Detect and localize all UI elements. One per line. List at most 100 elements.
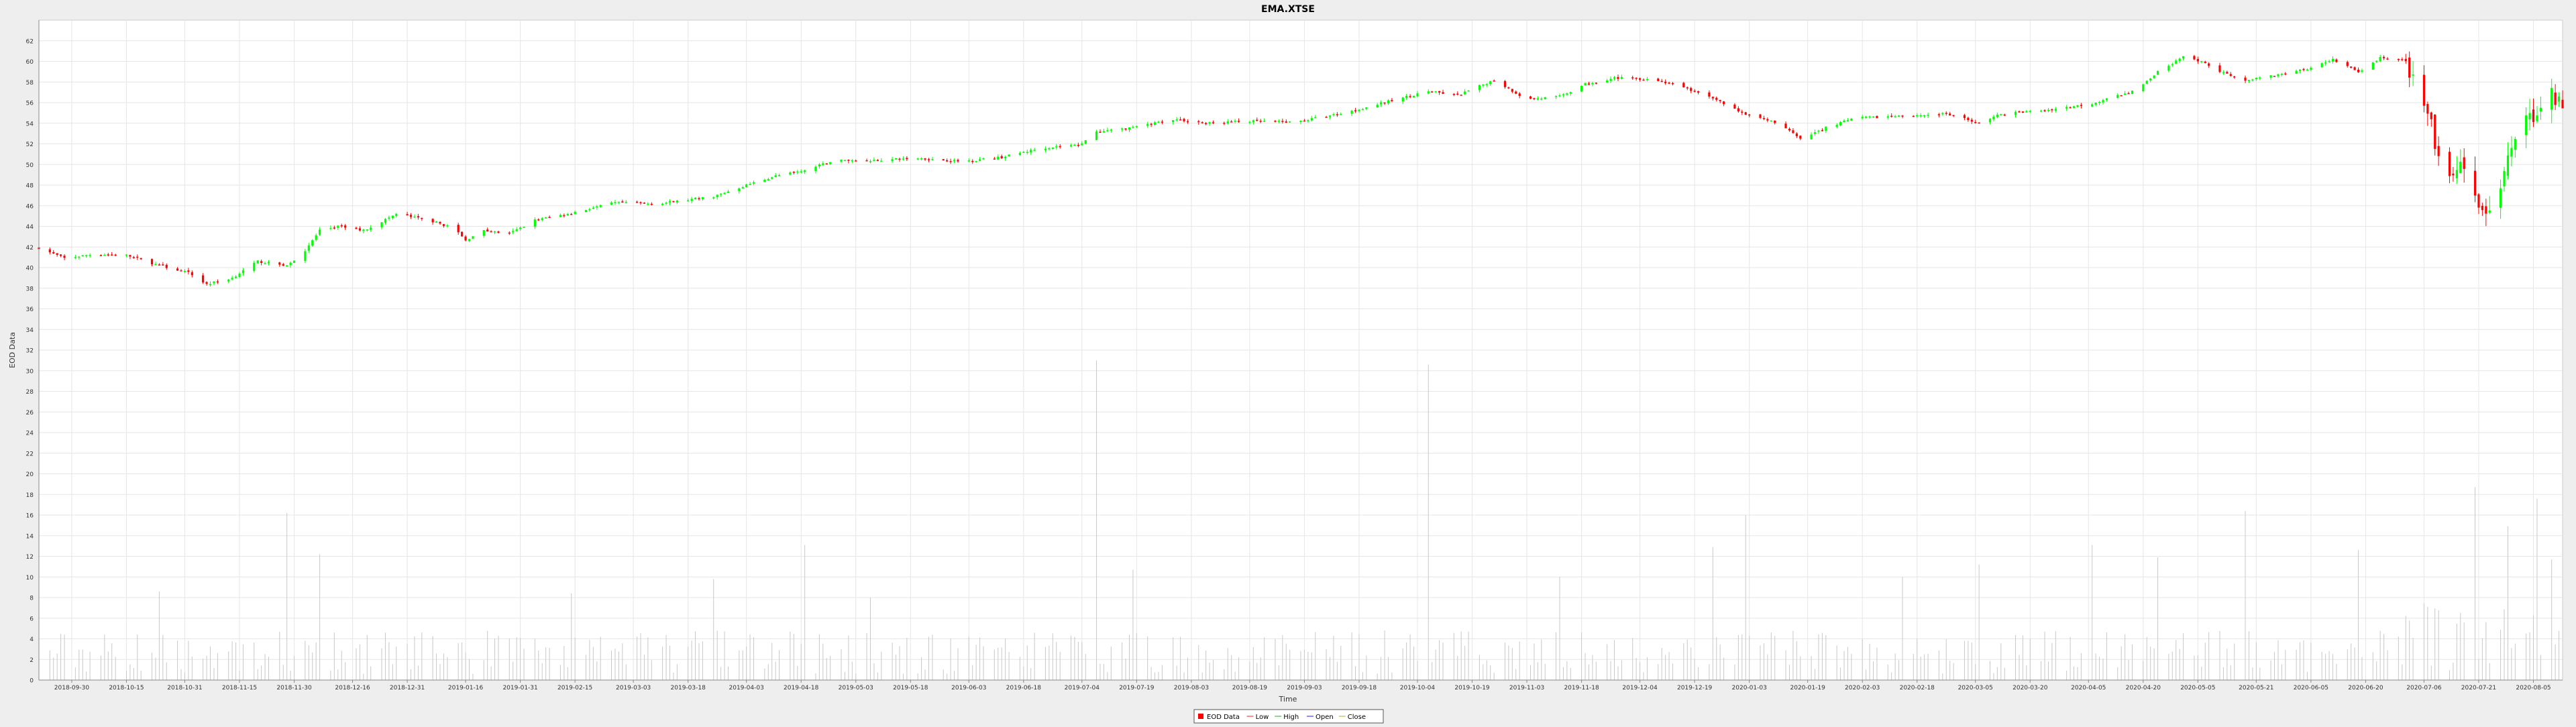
- candle-up: [1289, 121, 1291, 123]
- legend-marker: [1198, 714, 1203, 719]
- x-tick-label: 2020-01-03: [1732, 685, 1767, 691]
- candle-up: [1835, 125, 1838, 127]
- candle-up: [559, 215, 562, 217]
- candle-up: [1310, 118, 1313, 121]
- candle-down: [2430, 112, 2432, 119]
- y-tick-label: 10: [26, 575, 34, 581]
- candle-down: [2003, 114, 2006, 116]
- candle-up: [292, 260, 296, 263]
- candle-down: [1099, 131, 1102, 133]
- candle-down: [1974, 121, 1977, 123]
- x-tick-label: 2019-01-16: [448, 685, 484, 691]
- candle-down: [176, 268, 179, 271]
- candle-up: [1277, 121, 1280, 122]
- x-tick-label: 2018-10-15: [109, 685, 144, 691]
- candle-down: [431, 219, 434, 223]
- candle-up: [1897, 115, 1900, 117]
- candle-up: [304, 251, 307, 262]
- candle-up: [1248, 121, 1251, 123]
- candle-up: [1030, 150, 1032, 153]
- candle-up: [891, 159, 894, 162]
- y-tick-label: 0: [30, 678, 34, 685]
- candle-up: [78, 256, 80, 258]
- x-tick-label: 2018-11-30: [276, 685, 312, 691]
- candle-up: [2331, 58, 2334, 62]
- candle-up: [468, 239, 471, 241]
- candle-up: [1923, 115, 1926, 117]
- candle-down: [1912, 115, 1915, 117]
- candle-up: [2324, 62, 2327, 64]
- legend-label: Close: [1348, 714, 1366, 721]
- candle-up: [384, 219, 387, 223]
- candle-down: [358, 228, 362, 231]
- candle-up: [1307, 120, 1309, 121]
- candle-down: [1197, 121, 1200, 123]
- candle-up: [2514, 139, 2516, 150]
- candle-down: [2233, 76, 2236, 78]
- candle-up: [2200, 61, 2203, 62]
- candle-down: [216, 281, 219, 283]
- candle-down: [406, 214, 409, 216]
- candle-up: [584, 210, 588, 213]
- candle-down: [508, 232, 511, 234]
- x-tick-label: 2020-07-21: [2461, 685, 2496, 691]
- candle-down: [2357, 69, 2360, 72]
- candle-up: [789, 172, 792, 175]
- candle-down: [2196, 58, 2199, 62]
- candle-down: [698, 198, 700, 199]
- candle-up: [1069, 145, 1073, 147]
- candle-up: [1872, 116, 1875, 118]
- x-tick-label: 2019-08-03: [1174, 685, 1209, 691]
- candle-up: [1263, 121, 1266, 122]
- candle-down: [333, 227, 335, 229]
- candle-down: [439, 221, 441, 224]
- candle-down: [1493, 80, 1495, 82]
- candle-up: [2025, 111, 2028, 113]
- y-tick-label: 58: [26, 80, 34, 87]
- candle-down: [1660, 80, 1663, 82]
- candle-up: [2054, 109, 2057, 111]
- candle-up: [2259, 77, 2261, 79]
- candle-down: [1518, 93, 1521, 97]
- candle-down: [1952, 115, 1955, 117]
- candle-up: [1569, 92, 1572, 94]
- candle-up: [1540, 98, 1543, 100]
- candle-down: [906, 158, 908, 160]
- candle-up: [2506, 155, 2510, 176]
- candle-down: [1631, 77, 1634, 78]
- candle-up: [545, 217, 547, 219]
- candle-up: [1825, 126, 1827, 131]
- candle-up: [2371, 62, 2374, 70]
- candle-down: [1693, 91, 1696, 92]
- candle-down: [2120, 95, 2123, 97]
- chart-title: EMA.XTSE: [1261, 4, 1315, 15]
- candle-up: [880, 160, 883, 162]
- y-tick-label: 54: [26, 121, 34, 127]
- candle-up: [2455, 170, 2458, 178]
- candle-down: [1274, 121, 1277, 122]
- candle-up: [975, 161, 977, 162]
- candle-down: [1205, 123, 1208, 125]
- candle-down: [971, 160, 974, 162]
- candle-up: [1482, 85, 1485, 86]
- candle-up: [745, 184, 748, 188]
- candle-up: [676, 200, 678, 203]
- candle-up: [2000, 114, 2002, 115]
- x-tick-label: 2019-06-18: [1006, 685, 1042, 691]
- candle-up: [2131, 91, 2134, 95]
- candle-up: [493, 231, 496, 233]
- candle-up: [541, 218, 543, 221]
- candle-down: [898, 158, 901, 160]
- candle-down: [1719, 100, 1721, 101]
- candle-down: [2561, 99, 2564, 109]
- y-tick-label: 48: [26, 183, 34, 190]
- candle-up: [2247, 80, 2251, 81]
- candle-up: [588, 209, 591, 211]
- candle-up: [1850, 118, 1853, 121]
- y-tick-label: 18: [26, 492, 34, 499]
- candle-down: [1784, 123, 1787, 129]
- candle-up: [2536, 115, 2538, 121]
- candle-down: [1890, 115, 1893, 117]
- candle-up: [1376, 105, 1379, 108]
- candle-down: [1533, 98, 1536, 99]
